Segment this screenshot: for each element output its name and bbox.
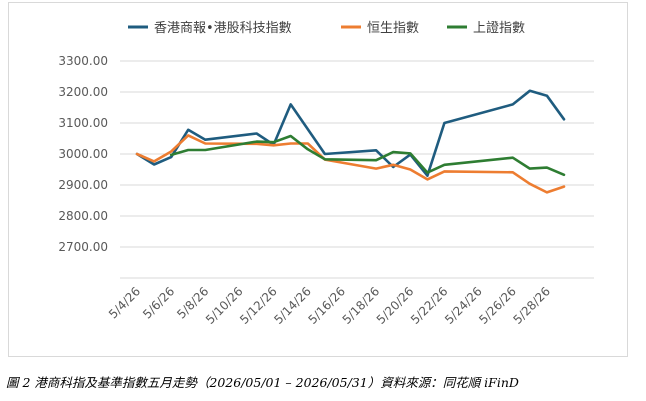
x-tick-label: 5/26/26 (476, 284, 519, 327)
legend-label: 恒生指數 (367, 21, 419, 36)
line-chart: 香港商報•港股科技指數 恒生指數 上證指數 2700.00 2800.00 2900.0… (58, 20, 594, 327)
x-tick-label: 5/10/26 (203, 284, 246, 327)
y-tick-label: 3300.00 (58, 54, 108, 68)
y-tick-label: 3100.00 (58, 116, 108, 130)
y-tick-label: 3200.00 (58, 85, 108, 99)
x-tick-label: 5/28/26 (510, 284, 553, 327)
x-tick-label: 5/24/26 (442, 284, 485, 327)
legend-label: 香港商報•港股科技指數 (154, 21, 292, 36)
x-axis: 5/4/265/6/265/8/265/10/265/12/265/14/265… (106, 284, 553, 327)
x-tick-label: 5/12/26 (237, 284, 280, 327)
x-tick-label: 5/22/26 (408, 284, 451, 327)
legend-label: 上證指數 (473, 20, 525, 36)
y-axis: 2700.00 2800.00 2900.00 3000.00 3100.00 3200.… (58, 54, 108, 254)
figure-caption: 圖 2 港商科指及基準指數五月走勢（2026/05/01 – 2026/05/3… (6, 375, 519, 390)
x-tick-label: 5/20/26 (374, 284, 417, 327)
x-tick-label: 5/16/26 (305, 284, 348, 327)
x-tick-label: 5/18/26 (340, 284, 383, 327)
y-tick-label: 2800.00 (58, 209, 108, 223)
chart-legend: 香港商報•港股科技指數 恒生指數 上證指數 (128, 20, 525, 36)
x-tick-label: 5/14/26 (271, 284, 314, 327)
x-tick-label: 5/4/26 (106, 284, 143, 321)
y-tick-label: 2700.00 (58, 240, 108, 254)
series-layer (135, 89, 566, 194)
y-tick-label: 3000.00 (58, 147, 108, 161)
series-line-1 (135, 89, 566, 177)
y-tick-label: 2900.00 (58, 178, 108, 192)
x-tick-label: 5/6/26 (140, 284, 177, 321)
series-line-2 (135, 134, 566, 194)
chart-gridlines (120, 60, 594, 279)
series-line-3 (169, 134, 566, 177)
